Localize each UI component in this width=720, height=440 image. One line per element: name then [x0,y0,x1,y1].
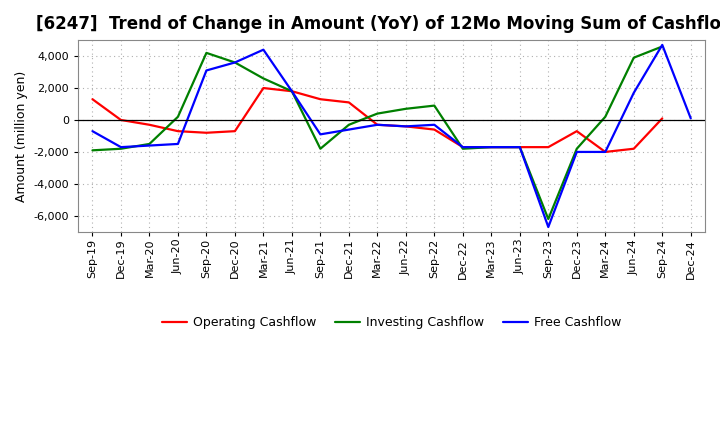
Investing Cashflow [345,122,354,128]
Operating Cashflow [629,146,638,151]
Operating Cashflow [572,128,581,134]
Investing Cashflow [259,76,268,81]
Operating Cashflow [117,117,125,123]
Investing Cashflow [658,44,667,49]
Operating Cashflow [259,85,268,91]
Free Cashflow [287,88,296,94]
Investing Cashflow [516,144,524,150]
Free Cashflow [117,144,125,150]
Investing Cashflow [230,60,239,65]
Free Cashflow [402,124,410,129]
Operating Cashflow [487,144,495,150]
Investing Cashflow [88,148,96,153]
Free Cashflow [601,149,610,154]
Operating Cashflow [402,124,410,129]
Free Cashflow [145,143,154,148]
Investing Cashflow [202,50,211,55]
Line: Investing Cashflow: Investing Cashflow [92,47,662,219]
Investing Cashflow [601,114,610,119]
Free Cashflow [629,90,638,95]
Operating Cashflow [145,122,154,128]
Investing Cashflow [287,88,296,94]
Operating Cashflow [601,149,610,154]
Operating Cashflow [373,122,382,128]
Free Cashflow [459,144,467,150]
Operating Cashflow [230,128,239,134]
Free Cashflow [686,116,695,121]
Free Cashflow [572,149,581,154]
Operating Cashflow [174,128,182,134]
Investing Cashflow [316,146,325,151]
Y-axis label: Amount (million yen): Amount (million yen) [15,70,28,202]
Free Cashflow [430,122,438,128]
Operating Cashflow [516,144,524,150]
Free Cashflow [174,141,182,147]
Investing Cashflow [402,106,410,111]
Investing Cashflow [117,146,125,151]
Free Cashflow [230,60,239,65]
Free Cashflow [345,127,354,132]
Free Cashflow [544,224,553,230]
Free Cashflow [316,132,325,137]
Investing Cashflow [373,111,382,116]
Investing Cashflow [572,146,581,151]
Investing Cashflow [544,216,553,222]
Free Cashflow [373,122,382,128]
Free Cashflow [658,42,667,48]
Operating Cashflow [430,127,438,132]
Operating Cashflow [316,96,325,102]
Free Cashflow [516,144,524,150]
Free Cashflow [487,144,495,150]
Operating Cashflow [544,144,553,150]
Free Cashflow [259,47,268,52]
Operating Cashflow [345,100,354,105]
Line: Free Cashflow: Free Cashflow [92,45,690,227]
Title: [6247]  Trend of Change in Amount (YoY) of 12Mo Moving Sum of Cashflows: [6247] Trend of Change in Amount (YoY) o… [37,15,720,33]
Operating Cashflow [202,130,211,136]
Operating Cashflow [459,144,467,150]
Operating Cashflow [88,96,96,102]
Investing Cashflow [174,114,182,119]
Operating Cashflow [287,88,296,94]
Operating Cashflow [658,116,667,121]
Investing Cashflow [430,103,438,108]
Investing Cashflow [145,141,154,147]
Line: Operating Cashflow: Operating Cashflow [92,88,662,152]
Free Cashflow [88,128,96,134]
Legend: Operating Cashflow, Investing Cashflow, Free Cashflow: Operating Cashflow, Investing Cashflow, … [156,311,626,334]
Free Cashflow [202,68,211,73]
Investing Cashflow [629,55,638,60]
Investing Cashflow [459,146,467,151]
Investing Cashflow [487,144,495,150]
